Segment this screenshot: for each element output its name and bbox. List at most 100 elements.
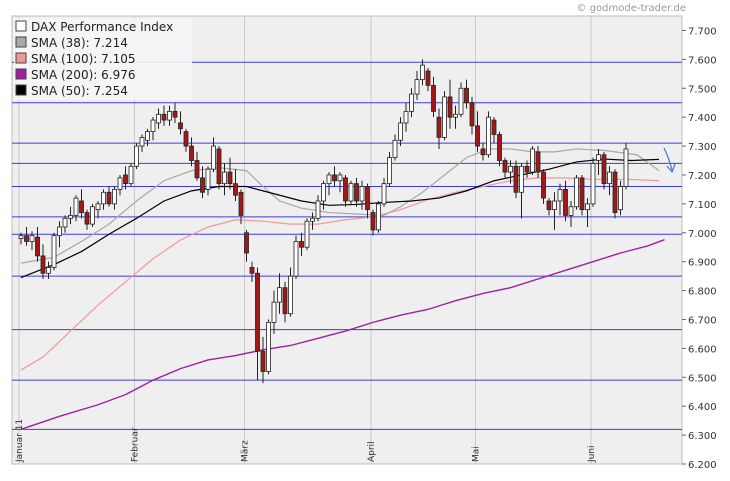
- sma-38-line: [20, 148, 660, 264]
- candle-35: [211, 137, 216, 173]
- candle-body: [145, 131, 150, 141]
- candle-80: [458, 82, 464, 118]
- candle-102: [579, 174, 585, 216]
- candle-79: [453, 105, 458, 129]
- candle-body: [24, 235, 29, 242]
- candle-body: [299, 241, 304, 248]
- candle-body: [464, 87, 469, 104]
- candle-7: [57, 221, 62, 248]
- candle-body: [211, 145, 216, 170]
- candle-57: [332, 166, 337, 187]
- candle-body: [194, 160, 200, 179]
- candle-body: [585, 203, 590, 211]
- candle-body: [90, 206, 95, 225]
- candle-body: [46, 267, 51, 274]
- candle-16: [106, 186, 112, 207]
- y-tick-label-2: 6.400: [688, 402, 717, 413]
- sma-200-line: [20, 239, 665, 430]
- legend-swatch-2: [15, 52, 27, 64]
- candle-31: [189, 137, 194, 167]
- candle-body: [475, 125, 480, 147]
- y-tick-label-13: 7.500: [688, 84, 717, 95]
- candle-82: [469, 96, 475, 135]
- candle-26: [161, 105, 167, 126]
- candle-4: [40, 244, 46, 280]
- candle-body: [255, 272, 260, 352]
- legend-label-1: SMA (38): 7.214: [31, 36, 128, 50]
- candle-0: [18, 232, 24, 245]
- candle-body: [18, 235, 24, 239]
- candle-body: [106, 191, 112, 205]
- candle-61: [354, 177, 359, 207]
- candle-body: [40, 255, 46, 274]
- candle-83: [475, 111, 480, 152]
- candle-47: [277, 273, 282, 314]
- candle-69: [398, 117, 403, 147]
- candle-62: [359, 180, 365, 210]
- candle-body: [227, 171, 233, 185]
- candle-99: [563, 180, 568, 222]
- candle-body: [398, 122, 403, 141]
- x-month-label-0: Januar 11: [15, 419, 25, 463]
- legend-label-0: DAX Performance Index: [31, 20, 173, 34]
- x-axis-month-labels: Januar 11 Februar März April Mai Juni: [15, 419, 597, 463]
- candle-64: [370, 209, 376, 236]
- y-tick-label-7: 6.900: [688, 258, 717, 269]
- candle-body: [354, 183, 359, 202]
- candle-body: [51, 235, 57, 268]
- candle-body: [326, 174, 332, 185]
- candle-body: [222, 171, 227, 185]
- candle-88: [502, 157, 508, 178]
- legend-swatch-0: [15, 20, 27, 32]
- candle-34: [205, 166, 211, 196]
- candle-72: [414, 70, 420, 100]
- candle-body: [79, 200, 84, 213]
- candle-71: [409, 88, 414, 118]
- candle-body: [73, 197, 79, 216]
- candle-body: [167, 110, 172, 121]
- candle-body: [233, 183, 238, 196]
- y-tick-label-11: 7.300: [688, 142, 717, 153]
- candle-body: [172, 110, 178, 118]
- candle-74: [425, 68, 431, 92]
- candle-body: [541, 171, 546, 199]
- legend-swatch-4: [15, 84, 27, 96]
- candle-body: [563, 189, 568, 216]
- candle-92: [524, 160, 530, 178]
- candle-body: [420, 64, 425, 80]
- candle-body: [458, 87, 464, 115]
- candle-50: [293, 235, 299, 280]
- candle-28: [172, 102, 178, 123]
- candle-5: [46, 261, 51, 280]
- candle-63: [365, 183, 370, 219]
- candle-body: [117, 177, 123, 190]
- candle-49: [288, 267, 293, 317]
- candle-43: [255, 267, 260, 381]
- candle-body: [513, 165, 519, 193]
- down-arrow-icon: [663, 147, 676, 174]
- x-month-label-2: März: [241, 440, 251, 462]
- candle-37: [222, 163, 227, 196]
- candle-body: [392, 139, 398, 159]
- candle-body: [277, 287, 282, 303]
- candle-body: [304, 220, 310, 248]
- candle-91: [519, 163, 524, 219]
- candle-body: [200, 177, 205, 193]
- candle-10: [73, 195, 79, 222]
- candle-body: [590, 163, 596, 205]
- candle-body: [607, 171, 612, 185]
- y-tick-label-10: 7.200: [688, 171, 717, 182]
- x-month-label-3: April: [367, 441, 377, 462]
- candle-body: [486, 116, 491, 156]
- sma-50-line: [20, 158, 660, 279]
- candle-51: [299, 232, 304, 256]
- candle-73: [420, 59, 425, 86]
- candle-body: [112, 189, 117, 205]
- candle-1: [24, 226, 29, 246]
- y-tick-label-14: 7.600: [688, 55, 717, 66]
- candle-100: [568, 200, 574, 227]
- candle-98: [557, 183, 563, 216]
- candle-body: [128, 165, 134, 185]
- candle-45: [266, 319, 271, 375]
